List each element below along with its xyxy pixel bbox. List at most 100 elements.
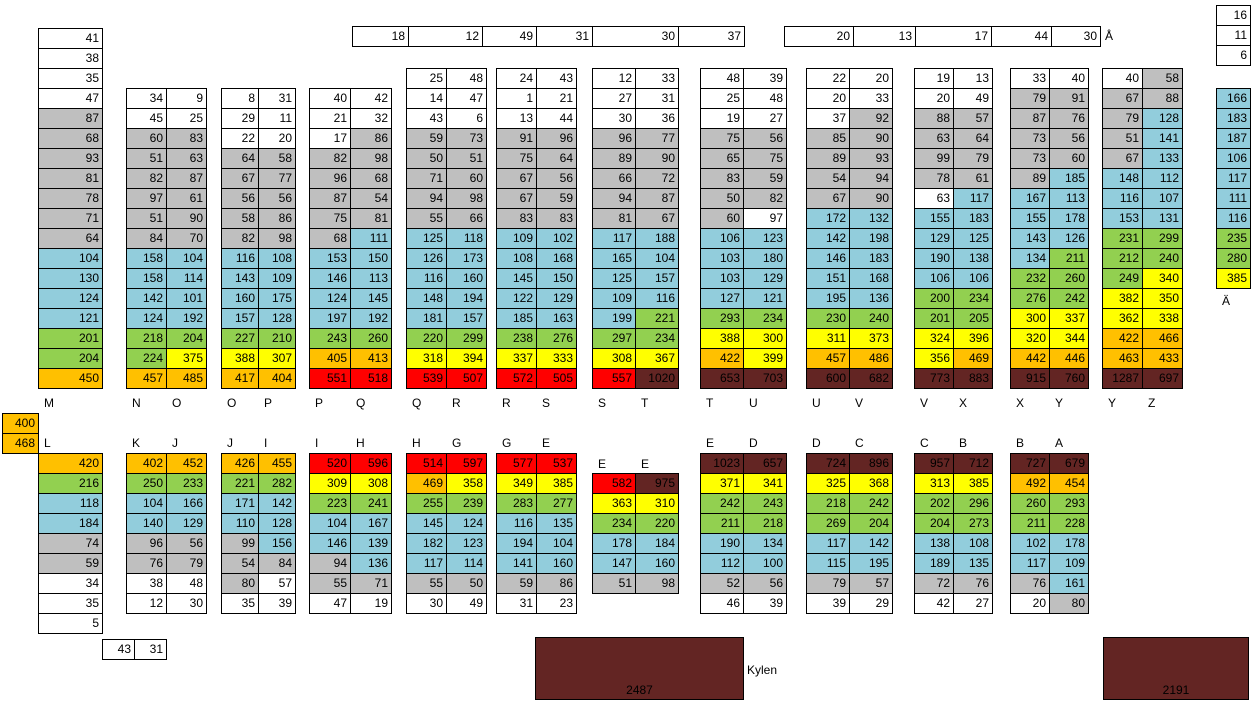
cell: 67: [496, 168, 537, 189]
cell: 47: [38, 88, 103, 109]
cell: 163: [536, 308, 577, 329]
cell: 234: [592, 513, 636, 534]
cell: 114: [446, 553, 487, 574]
cell: 283: [496, 493, 537, 514]
section-label: S: [598, 396, 607, 410]
cell: 160: [635, 553, 679, 574]
cell: 25: [700, 88, 744, 109]
section-label: B: [1016, 436, 1025, 450]
cell: 117: [953, 188, 993, 209]
cell: 56: [258, 188, 296, 209]
cell: 98: [635, 573, 679, 594]
cell: 91: [496, 128, 537, 149]
section-label: G: [502, 436, 512, 450]
cell: 22: [221, 128, 259, 149]
cell: 34: [126, 88, 167, 109]
section-label: J: [172, 436, 178, 450]
cell: 362: [1102, 308, 1143, 329]
cell: 134: [743, 533, 787, 554]
cell: 242: [849, 493, 893, 514]
cell: 12: [408, 26, 483, 47]
cell: 71: [350, 573, 392, 594]
cell: 269: [806, 513, 850, 534]
cell: 300: [1010, 308, 1050, 329]
cell: 100: [743, 553, 787, 574]
cell: 125: [406, 228, 447, 249]
cell: 44: [991, 26, 1052, 47]
cell: 124: [38, 288, 103, 309]
cell: 373: [849, 328, 893, 349]
cell: 505: [536, 368, 577, 389]
cell: 679: [1049, 453, 1089, 474]
cell: 47: [309, 593, 351, 614]
cell: 36: [635, 108, 679, 129]
cell: 160: [221, 288, 259, 309]
cell: 106: [1216, 148, 1251, 169]
cell: 896: [849, 453, 893, 474]
cell: 65: [700, 148, 744, 169]
cell: 184: [38, 513, 103, 534]
cell: 23: [536, 593, 577, 614]
section-label: U: [749, 396, 758, 410]
cell: 99: [914, 148, 954, 169]
section-label: T: [706, 396, 714, 410]
cell: 56: [166, 533, 207, 554]
cell: 161: [1049, 573, 1089, 594]
cell: 234: [635, 328, 679, 349]
cell: 60: [126, 128, 167, 149]
section-label: D: [749, 436, 758, 450]
cell: 141: [1142, 128, 1183, 149]
cell: 35: [221, 593, 259, 614]
cell: 72: [914, 573, 954, 594]
cell: 204: [914, 513, 954, 534]
cell: 145: [496, 268, 537, 289]
cell: 194: [496, 533, 537, 554]
cell: 63: [166, 148, 207, 169]
cell: 242: [700, 493, 744, 514]
cell: 87: [635, 188, 679, 209]
cell: 338: [1142, 308, 1183, 329]
cell: 192: [350, 308, 392, 329]
cell: 1: [496, 88, 537, 109]
cell: 426: [221, 453, 259, 474]
cell: 466: [1142, 328, 1183, 349]
section-label: Z: [1148, 396, 1156, 410]
cell: 220: [406, 328, 447, 349]
cell: 413: [350, 348, 392, 369]
cell: 325: [806, 473, 850, 494]
cell: 185: [496, 308, 537, 329]
cell: 116: [1216, 208, 1251, 229]
cell: 30: [406, 593, 447, 614]
cell: 78: [914, 168, 954, 189]
cold-room-value: 2487: [626, 683, 653, 697]
cell: 128: [258, 513, 296, 534]
cell: 59: [406, 128, 447, 149]
cell: 94: [406, 188, 447, 209]
cell: 67: [1102, 88, 1143, 109]
cell: 82: [126, 168, 167, 189]
cell: 224: [126, 348, 167, 369]
cell: 199: [592, 308, 636, 329]
cell: 130: [38, 268, 103, 289]
cell: 30: [1051, 26, 1101, 47]
cell: 399: [743, 348, 787, 369]
cell: 205: [953, 308, 993, 329]
cell: 167: [350, 513, 392, 534]
cell: 183: [849, 248, 893, 269]
cell: 50: [406, 148, 447, 169]
cell: 131: [1142, 208, 1183, 229]
section-label: B: [959, 436, 968, 450]
cell: 111: [1216, 188, 1251, 209]
section-label: T: [641, 396, 649, 410]
cell: 87: [166, 168, 207, 189]
cell: 116: [1102, 188, 1143, 209]
cell: 318: [406, 348, 447, 369]
cell: 514: [406, 453, 447, 474]
section-label: C: [920, 436, 929, 450]
cell: 50: [700, 188, 744, 209]
cell: 146: [309, 268, 351, 289]
section-label: X: [959, 396, 968, 410]
cell: 446: [1049, 348, 1089, 369]
cell: 20: [784, 26, 854, 47]
section-label: I: [315, 436, 319, 450]
